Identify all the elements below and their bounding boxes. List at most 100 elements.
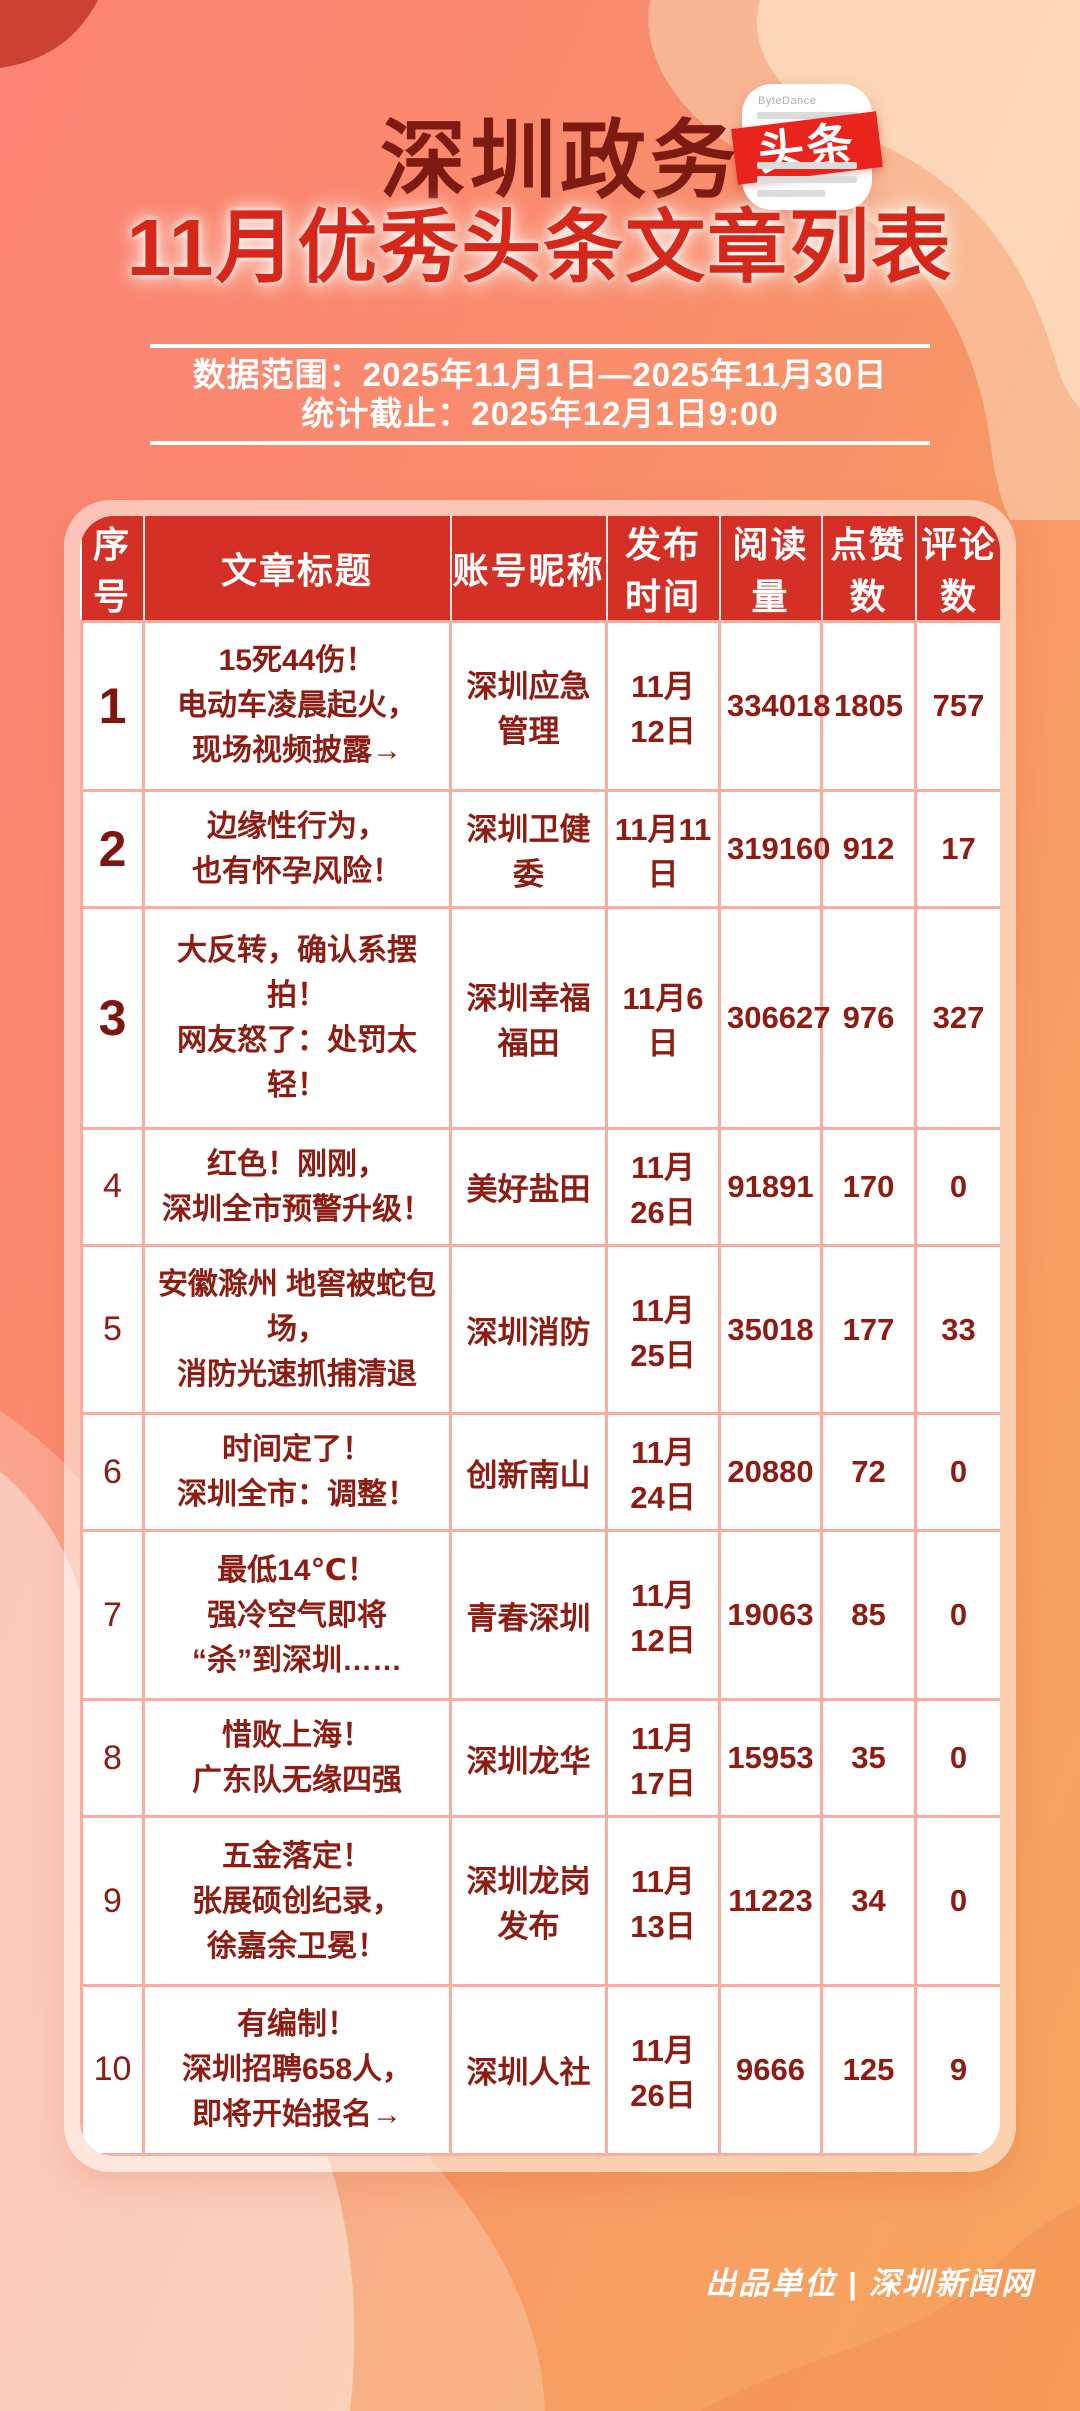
cell-comments: 33 (914, 1243, 1000, 1416)
footer-credit: 出品单位 | 深圳新闻网 (705, 2266, 1034, 2301)
cell-account: 深圳龙华 (449, 1698, 608, 1819)
cell-comments: 17 (914, 788, 1000, 909)
cell-reads: 11223 (718, 1815, 823, 1987)
cell-rank: 3 (80, 905, 145, 1130)
brand-title: 深圳政务 (380, 113, 740, 209)
cell-comments: 0 (914, 1529, 1000, 1702)
cell-rank: 1 (80, 620, 145, 792)
cell-likes: 170 (820, 1126, 917, 1247)
banner-data-range: 数据范围：2025年11月1日—2025年11月30日 (192, 356, 888, 393)
cell-rank: 9 (80, 1815, 145, 1987)
cell-account: 创新南山 (449, 1412, 608, 1533)
cell-reads: 319160 (718, 788, 830, 909)
cell-title: 最低14℃！ 强冷空气即将 “杀”到深圳…… (142, 1529, 452, 1702)
column-header: 评论数 (915, 516, 1000, 622)
cell-comments: 0 (914, 1815, 1000, 1987)
cell-account: 深圳卫健委 (449, 788, 608, 909)
banner-stats-cutoff: 统计截止：2025年12月1日9:00 (301, 395, 779, 432)
cell-date: 11月24日 (605, 1412, 721, 1533)
column-header: 发布时间 (606, 516, 721, 622)
cell-comments: 757 (914, 620, 1000, 792)
table-row: 9 五金落定！ 张展硕创纪录， 徐嘉余卫冕！ 深圳龙岗发布 11月13日 11223 34… (80, 1815, 1000, 1987)
table-body: 1 15死44伤！ 电动车凌晨起火， 现场视频披露→ 深圳应急管理 11月12日 334… (80, 620, 1000, 2156)
cell-reads: 9666 (718, 1983, 823, 2156)
cell-title: 时间定了！ 深圳全市：调整！ (142, 1412, 452, 1533)
cell-title: 安徽滁州 地窖被蛇包场， 消防光速抓捕清退 (142, 1243, 452, 1416)
table-row: 5 安徽滁州 地窖被蛇包场， 消防光速抓捕清退 深圳消防 11月25日 35018 177… (80, 1243, 1000, 1416)
cell-likes: 34 (820, 1815, 917, 1987)
cell-rank: 10 (80, 1983, 145, 2156)
cell-account: 深圳人社 (449, 1983, 608, 2156)
cell-date: 11月6日 (605, 905, 721, 1130)
table-card: 序号 文章标题 账号昵称 发布时间 阅读量 点赞数 评论数 1 15死44伤！ 电动车凌晨起火… (64, 500, 1016, 2172)
table-row: 3 大反转，确认系摆拍！ 网友怒了：处罚太轻！ 深圳幸福福田 11月6日 306627 9… (80, 905, 1000, 1130)
page-title: 11月优秀头条文章列表 (126, 203, 954, 292)
toutiao-app-icon: ByteDance 头条 (731, 84, 883, 210)
cell-date: 11月12日 (605, 1529, 721, 1702)
cell-title: 惜败上海！ 广东队无缘四强 (142, 1698, 452, 1819)
cell-title: 大反转，确认系摆拍！ 网友怒了：处罚太轻！ (142, 905, 452, 1130)
cell-comments: 9 (914, 1983, 1000, 2156)
column-header: 点赞数 (821, 516, 917, 622)
cell-reads: 334018 (718, 620, 830, 792)
cell-title: 边缘性行为， 也有怀孕风险！ (142, 788, 452, 909)
cell-likes: 177 (820, 1243, 917, 1416)
cell-likes: 1805 (820, 620, 917, 792)
cell-comments: 0 (914, 1126, 1000, 1247)
cell-reads: 19063 (718, 1529, 823, 1702)
cell-reads: 306627 (718, 905, 830, 1130)
cell-likes: 85 (820, 1529, 917, 1702)
cell-title: 15死44伤！ 电动车凌晨起火， 现场视频披露→ (142, 620, 452, 792)
cell-account: 美好盐田 (449, 1126, 608, 1247)
cell-title: 红色！刚刚， 深圳全市预警升级！ (142, 1126, 452, 1247)
cell-date: 11月17日 (605, 1698, 721, 1819)
articles-table: 序号 文章标题 账号昵称 发布时间 阅读量 点赞数 评论数 1 15死44伤！ 电动车凌晨起火… (80, 516, 1000, 2156)
cell-account: 青春深圳 (449, 1529, 608, 1702)
cell-date: 11月13日 (605, 1815, 721, 1987)
table-row: 8 惜败上海！ 广东队无缘四强 深圳龙华 11月17日 15953 35 0 (80, 1698, 1000, 1819)
table-row: 1 15死44伤！ 电动车凌晨起火， 现场视频披露→ 深圳应急管理 11月12日 334… (80, 620, 1000, 792)
cell-date: 11月12日 (605, 620, 721, 792)
cell-date: 11月26日 (605, 1126, 721, 1247)
table-row: 7 最低14℃！ 强冷空气即将 “杀”到深圳…… 青春深圳 11月12日 19063 85… (80, 1529, 1000, 1702)
cell-likes: 125 (820, 1983, 917, 2156)
column-header: 文章标题 (143, 516, 452, 622)
cell-rank: 2 (80, 788, 145, 909)
table-row: 6 时间定了！ 深圳全市：调整！ 创新南山 11月24日 20880 72 0 (80, 1412, 1000, 1533)
cell-account: 深圳幸福福田 (449, 905, 608, 1130)
cell-comments: 327 (914, 905, 1000, 1130)
cell-reads: 35018 (718, 1243, 823, 1416)
cell-reads: 15953 (718, 1698, 823, 1819)
cell-rank: 5 (80, 1243, 145, 1416)
cell-account: 深圳龙岗发布 (449, 1815, 608, 1987)
cell-rank: 4 (80, 1126, 145, 1247)
cell-reads: 20880 (718, 1412, 823, 1533)
newspaper-lines-icon (757, 162, 857, 197)
table-row: 4 红色！刚刚， 深圳全市预警升级！ 美好盐田 11月26日 91891 170 0 (80, 1126, 1000, 1247)
bytedance-label: ByteDance (758, 95, 817, 107)
table-row: 2 边缘性行为， 也有怀孕风险！ 深圳卫健委 11月11日 319160 912 17 (80, 788, 1000, 909)
cell-rank: 8 (80, 1698, 145, 1819)
table-row: 10 有编制！ 深圳招聘658人， 即将开始报名→ 深圳人社 11月26日 9666 12… (80, 1983, 1000, 2156)
cell-date: 11月26日 (605, 1983, 721, 2156)
cell-likes: 35 (820, 1698, 917, 1819)
column-header: 阅读量 (719, 516, 823, 622)
cell-account: 深圳应急管理 (449, 620, 608, 792)
table-container: 序号 文章标题 账号昵称 发布时间 阅读量 点赞数 评论数 1 15死44伤！ 电动车凌晨起火… (80, 516, 1000, 2156)
cell-likes: 912 (820, 788, 917, 909)
table-header-row: 序号 文章标题 账号昵称 发布时间 阅读量 点赞数 评论数 (81, 516, 1000, 622)
cell-title: 有编制！ 深圳招聘658人， 即将开始报名→ (142, 1983, 452, 2156)
cell-title: 五金落定！ 张展硕创纪录， 徐嘉余卫冕！ (142, 1815, 452, 1987)
cell-reads: 91891 (718, 1126, 823, 1247)
cell-account: 深圳消防 (449, 1243, 608, 1416)
column-header: 序号 (81, 516, 145, 622)
column-header: 账号昵称 (450, 516, 608, 622)
date-range-banner: 数据范围：2025年11月1日—2025年11月30日 统计截止：2025年12… (150, 344, 930, 445)
cell-rank: 7 (80, 1529, 145, 1702)
cell-date: 11月11日 (605, 788, 721, 909)
cell-date: 11月25日 (605, 1243, 721, 1416)
cell-rank: 6 (80, 1412, 145, 1533)
cell-comments: 0 (914, 1412, 1000, 1533)
cell-comments: 0 (914, 1698, 1000, 1819)
